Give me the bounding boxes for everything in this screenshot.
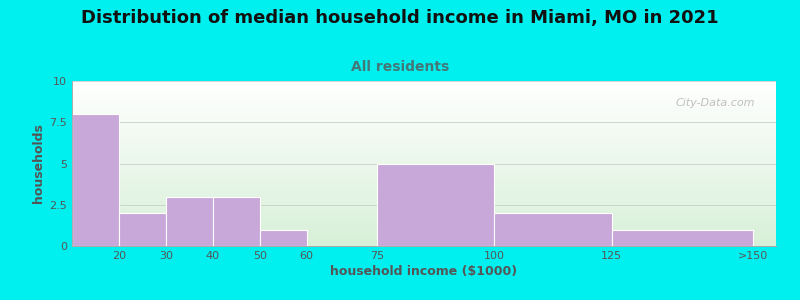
Bar [377,164,494,246]
Bar [612,230,753,246]
Bar [119,213,166,246]
Bar [260,230,306,246]
Text: City-Data.com: City-Data.com [675,98,755,107]
Text: All residents: All residents [351,60,449,74]
Bar [72,114,119,246]
Text: Distribution of median household income in Miami, MO in 2021: Distribution of median household income … [81,9,719,27]
X-axis label: household income ($1000): household income ($1000) [330,265,518,278]
Bar [166,196,213,246]
Bar [494,213,612,246]
Bar [213,196,260,246]
Y-axis label: households: households [32,124,46,203]
